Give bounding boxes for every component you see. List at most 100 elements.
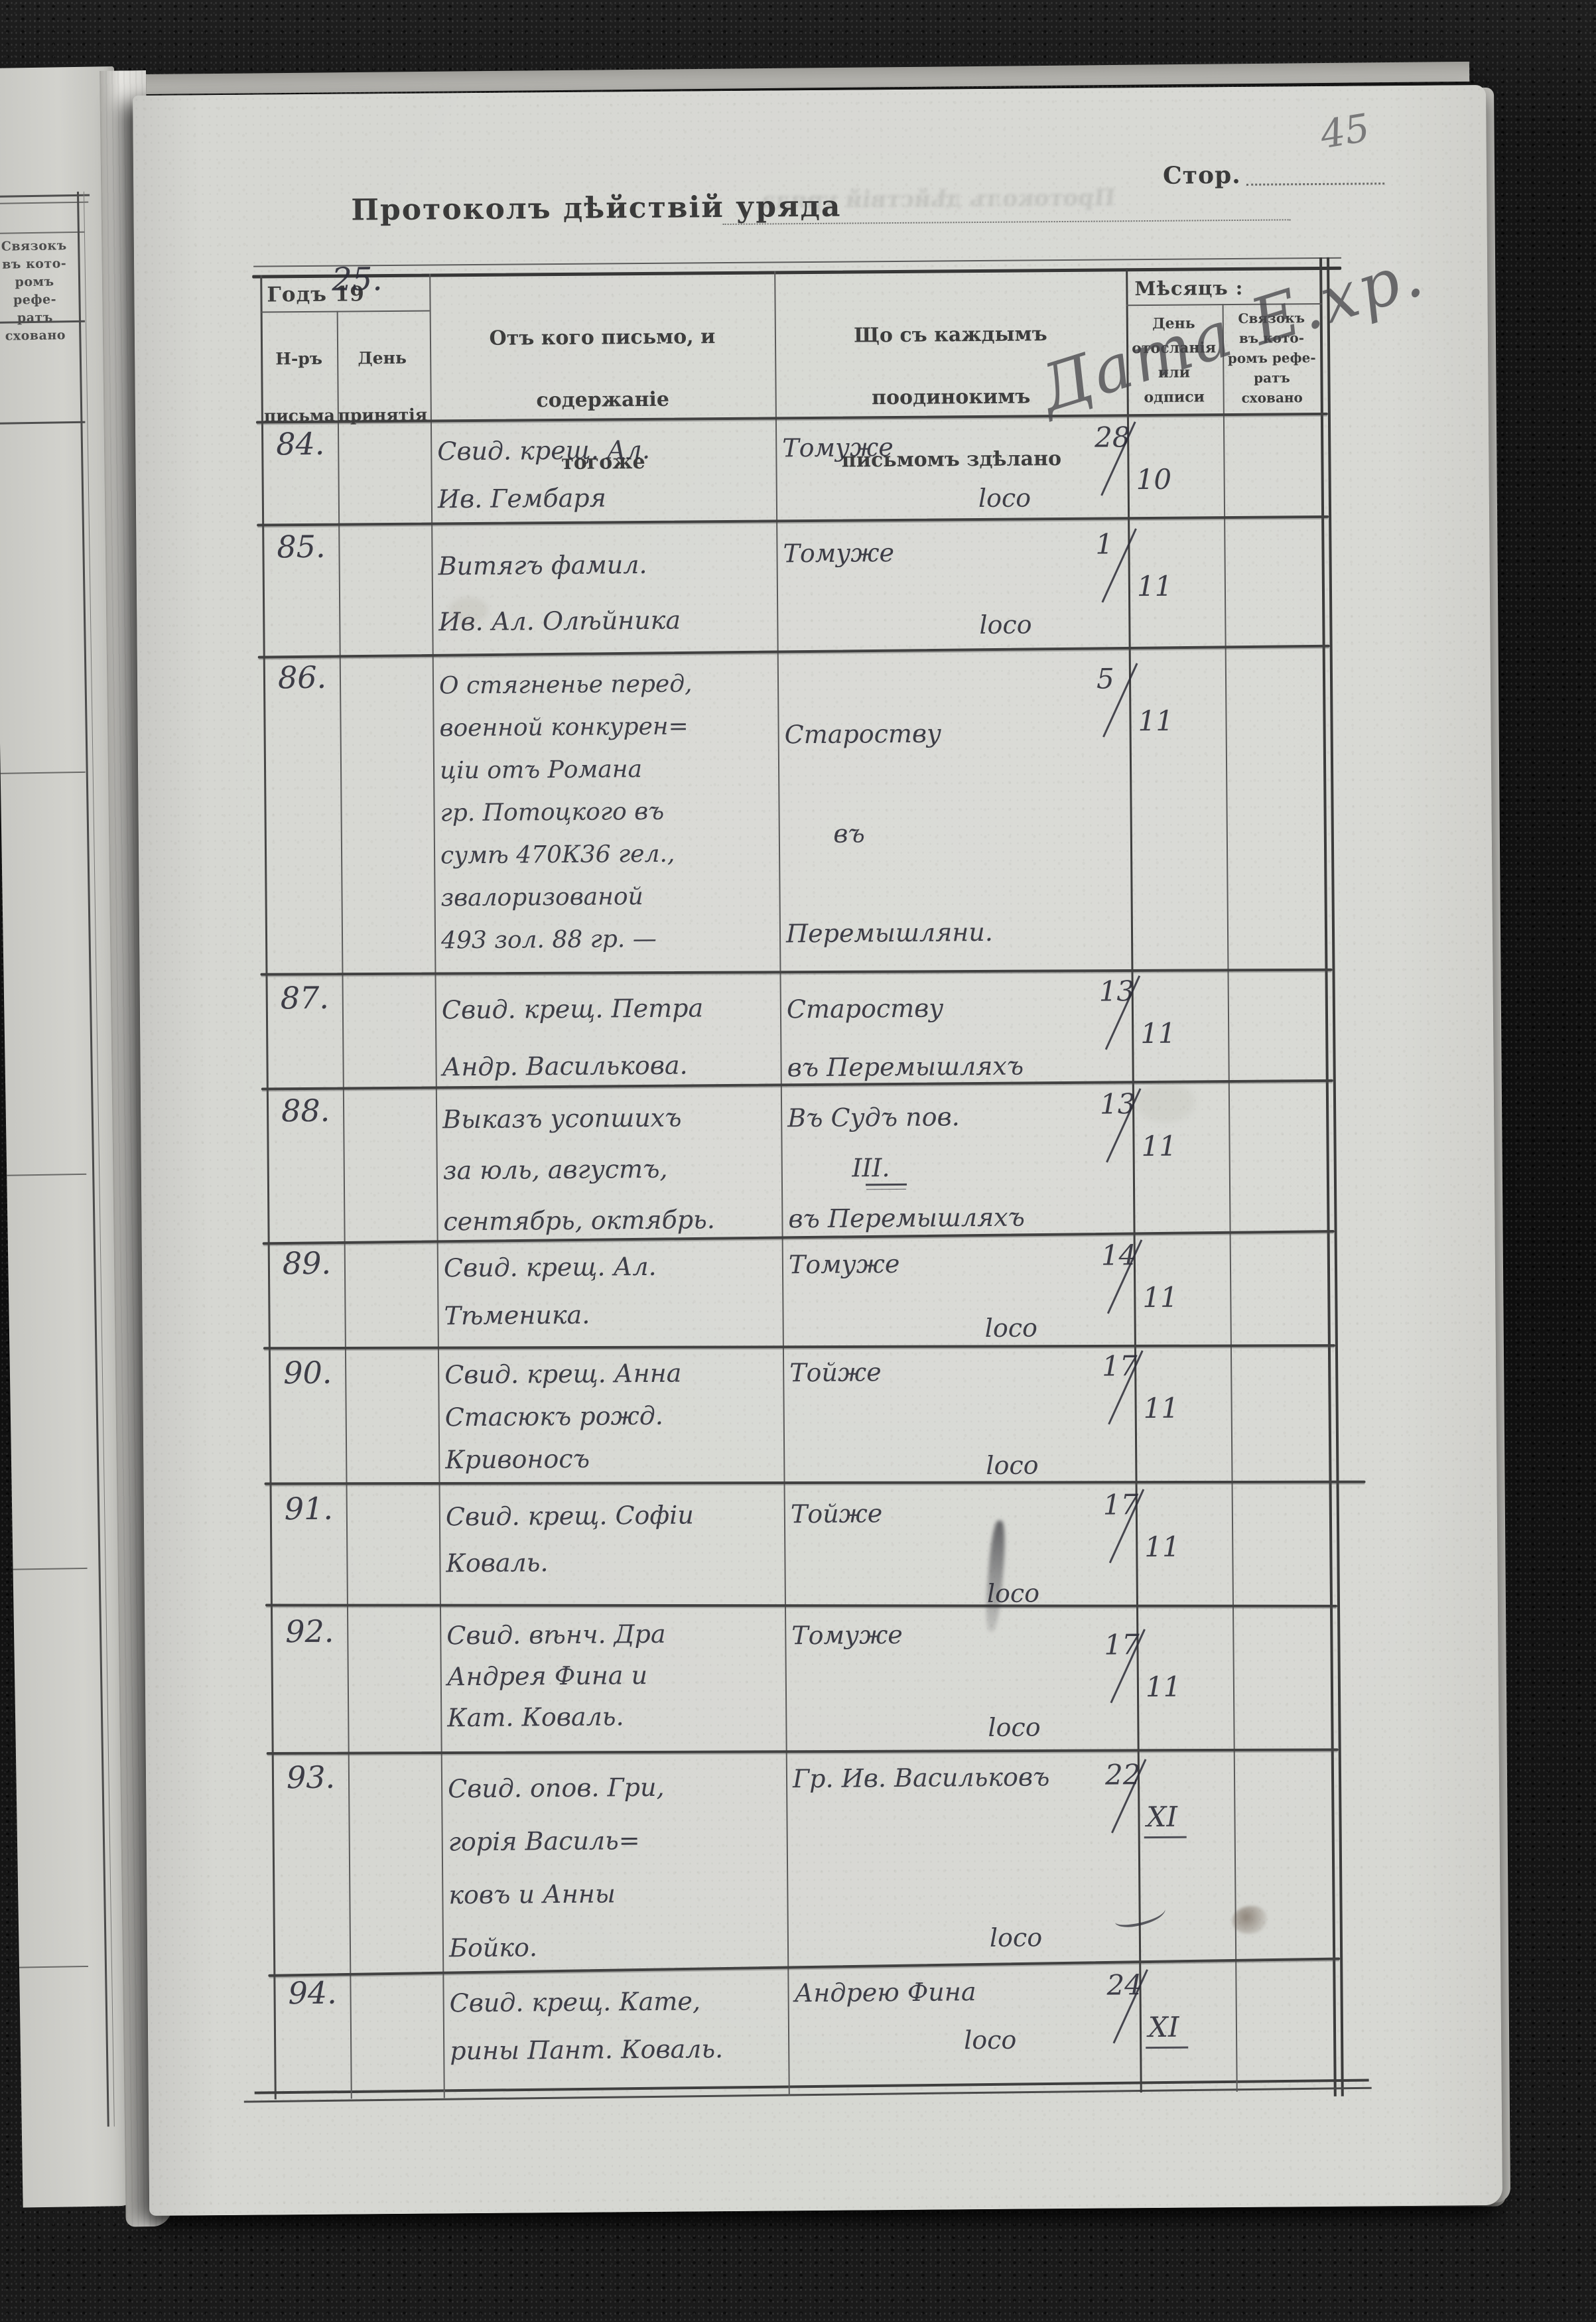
table-row: 91. Свид. крещ. Софіи Коваль. Тойже loco… bbox=[270, 1477, 1332, 1609]
date-numerator: 17 bbox=[1104, 1628, 1140, 1661]
entry-action: Томуже bbox=[782, 433, 894, 463]
date-denominator: XI bbox=[1148, 2010, 1179, 2044]
date-numerator: 28 bbox=[1094, 421, 1130, 454]
register-table: Годъ 19 25. Н-ръ письма День принятія От… bbox=[243, 236, 1433, 2103]
entry-date: 17 11 bbox=[1104, 1627, 1217, 1734]
entry-action: Тойже bbox=[789, 1357, 882, 1388]
table-row: 85. Витягъ фамил. Ив. Ал. Олѣйника Томуж… bbox=[262, 515, 1324, 655]
date-numerator: 17 bbox=[1102, 1488, 1139, 1521]
entry-action: Въ Судъ пов. III. въ Перемышляхъ bbox=[787, 1102, 1026, 1234]
left-page-bundle-header: Связокъ въ кото- ромъ рефе- ратъ сховано bbox=[1, 238, 67, 344]
table-row: 92. Свид. вѣнч. Дра Андрея Фина и Кат. К… bbox=[271, 1600, 1333, 1755]
date-numerator: 13 bbox=[1099, 1087, 1136, 1121]
entry-action: Тойже bbox=[790, 1499, 883, 1529]
date-numerator: 5 bbox=[1096, 662, 1114, 695]
entry-loco: loco bbox=[979, 610, 1032, 640]
entry-content: Свид. вѣнч. Дра Андрея Фина и Кат. Ковал… bbox=[446, 1619, 666, 1733]
entry-content: Свид. крещ. Анна Стасюкъ рожд. Кривоносъ bbox=[444, 1358, 682, 1475]
entry-content: Витягъ фамил. Ив. Ал. Олѣйника bbox=[438, 549, 681, 637]
entry-date: 14 11 bbox=[1101, 1238, 1215, 1345]
entry-number: 84. bbox=[275, 425, 325, 462]
left-page-rule bbox=[7, 1173, 87, 1176]
entry-number: 90. bbox=[283, 1354, 332, 1391]
left-page-rule bbox=[13, 1567, 88, 1570]
date-denominator: 11 bbox=[1141, 1129, 1177, 1163]
entry-loco: loco bbox=[978, 483, 1031, 513]
year-handwritten: 25. bbox=[332, 261, 383, 299]
page-label-stor: Стор. bbox=[1162, 161, 1241, 190]
date-underline bbox=[1144, 1836, 1187, 1839]
entry-date: 24 XI bbox=[1106, 1968, 1220, 2075]
entry-action: Томуже bbox=[783, 538, 895, 569]
date-denominator: 11 bbox=[1143, 1391, 1179, 1425]
entry-number: 93. bbox=[286, 1759, 336, 1796]
date-numerator: 13 bbox=[1098, 975, 1135, 1008]
date-denominator: 11 bbox=[1136, 569, 1173, 603]
entry-loco: loco bbox=[963, 2025, 1017, 2055]
entry-date: 13 11 bbox=[1099, 974, 1213, 1081]
entry-date: 5 11 bbox=[1097, 661, 1210, 768]
date-numerator: 24 bbox=[1106, 1968, 1143, 2002]
left-page-rule bbox=[0, 421, 86, 425]
entry-number: 87. bbox=[280, 979, 330, 1016]
table-row: 90. Свид. крещ. Анна Стасюкъ рожд. Криво… bbox=[269, 1341, 1331, 1486]
entry-loco: loco bbox=[989, 1923, 1043, 1952]
table-border-top bbox=[253, 257, 1342, 267]
date-denominator: 11 bbox=[1138, 704, 1174, 738]
table-row: 86. О стягненье перед, военной конкурен=… bbox=[263, 646, 1327, 975]
entry-loco: loco bbox=[984, 1313, 1038, 1343]
entry-content: О стягненье перед, военной конкурен= ціи… bbox=[438, 670, 693, 955]
entry-number: 85. bbox=[277, 528, 326, 565]
entry-number: 92. bbox=[285, 1613, 334, 1650]
entry-action: Андрею Фина bbox=[794, 1977, 976, 2008]
date-numerator: 14 bbox=[1100, 1239, 1137, 1272]
left-page-rule bbox=[0, 771, 86, 774]
date-underline bbox=[1146, 2046, 1189, 2049]
year-cell-underline bbox=[260, 310, 430, 313]
date-denominator: 11 bbox=[1142, 1280, 1178, 1314]
entry-date: 28 10 bbox=[1095, 420, 1208, 527]
entry-number: 89. bbox=[282, 1245, 332, 1282]
entry-action: Гр. Ив. Васильковъ bbox=[792, 1762, 1050, 1794]
entry-content: Свид. опов. Гри, горія Василь= ковъ и Ан… bbox=[447, 1772, 665, 1963]
date-denominator: 11 bbox=[1144, 1530, 1180, 1564]
entry-content: Свид. крещ. Кате, рины Пант. Коваль. bbox=[449, 1986, 724, 2066]
entry-date: 22 XI bbox=[1105, 1757, 1219, 1864]
ink-flourish bbox=[1112, 1901, 1167, 1931]
entry-number: 91. bbox=[284, 1490, 334, 1527]
entry-action: Томуже bbox=[788, 1249, 900, 1280]
date-denominator: 10 bbox=[1136, 462, 1172, 496]
date-denominator: 11 bbox=[1145, 1670, 1181, 1704]
entry-action: Староству въ Перемышляни. bbox=[784, 718, 994, 949]
date-numerator: 1 bbox=[1095, 527, 1114, 561]
left-page-rule bbox=[0, 231, 85, 234]
date-numerator: 22 bbox=[1104, 1758, 1141, 1791]
table-row: 93. Свид. опов. Гри, горія Василь= ковъ … bbox=[272, 1746, 1335, 1970]
left-page-rule bbox=[0, 194, 90, 198]
register-page: Стор. 45 Протоколъ дѣйствій уряда Проток… bbox=[133, 85, 1503, 2216]
entry-content: Свид. крещ. Петра Андр. Василькова. bbox=[441, 993, 704, 1082]
entry-loco: loco bbox=[988, 1712, 1041, 1742]
underline-decoration bbox=[865, 1183, 907, 1186]
entry-action: Староству въ Перемышляхъ bbox=[786, 993, 1024, 1083]
table-row: 87. Свид. крещ. Петра Андр. Василькова. … bbox=[265, 967, 1327, 1088]
entry-number: 88. bbox=[281, 1092, 330, 1129]
page-title: Протоколъ дѣйствій уряда bbox=[351, 189, 842, 228]
entry-date: 1 11 bbox=[1095, 527, 1209, 634]
entry-action: Томуже bbox=[791, 1619, 903, 1651]
entry-content: Свид. крещ. Ал. Тѣменика. bbox=[443, 1251, 657, 1331]
entry-date: 17 11 bbox=[1102, 1349, 1215, 1456]
left-page-rule bbox=[0, 201, 89, 204]
entry-content: Выказъ усопшихъ за юль, августъ, сентябр… bbox=[442, 1103, 715, 1237]
paper-stain bbox=[1232, 1905, 1267, 1935]
table-row: 94. Свид. крещ. Кате, рины Пант. Коваль.… bbox=[273, 1962, 1335, 2090]
date-numerator: 17 bbox=[1101, 1349, 1138, 1383]
date-denominator: XI bbox=[1146, 1800, 1178, 1834]
entry-date: 17 11 bbox=[1103, 1487, 1217, 1594]
entry-number: 94. bbox=[288, 1974, 337, 2012]
entry-content: Свид. крещ. Ал. Ив. Гембаря bbox=[437, 435, 651, 514]
pencil-page-number: 45 bbox=[1317, 105, 1373, 158]
entry-number: 86. bbox=[277, 659, 327, 696]
left-page-rule bbox=[19, 1965, 88, 1968]
